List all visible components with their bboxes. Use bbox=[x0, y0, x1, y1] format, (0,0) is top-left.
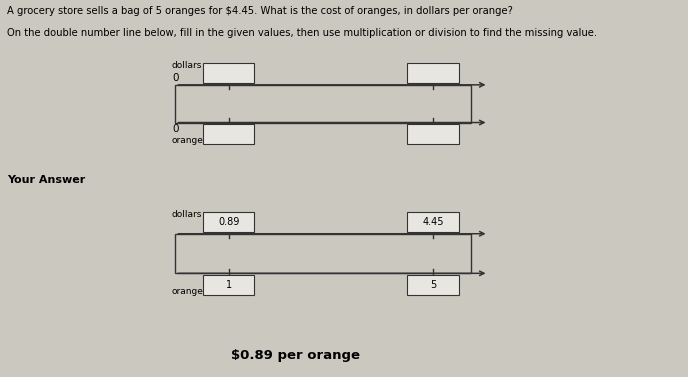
Text: 0.89: 0.89 bbox=[218, 217, 239, 227]
Text: 4.45: 4.45 bbox=[422, 217, 444, 227]
Bar bbox=[203, 124, 255, 144]
Text: dollars: dollars bbox=[172, 61, 202, 70]
Text: 0: 0 bbox=[172, 73, 179, 83]
Text: $0.89 per orange: $0.89 per orange bbox=[231, 349, 361, 362]
Text: oranges: oranges bbox=[172, 136, 208, 145]
Text: 1: 1 bbox=[226, 280, 232, 290]
Bar bbox=[203, 275, 255, 295]
Text: oranges: oranges bbox=[172, 287, 208, 296]
Bar bbox=[407, 124, 459, 144]
Text: 0: 0 bbox=[172, 124, 179, 135]
Bar bbox=[407, 63, 459, 83]
Bar bbox=[407, 212, 459, 232]
Bar bbox=[203, 212, 255, 232]
Text: dollars: dollars bbox=[172, 210, 202, 219]
Bar bbox=[175, 234, 471, 273]
Text: On the double number line below, fill in the given values, then use multiplicati: On the double number line below, fill in… bbox=[7, 28, 597, 38]
Text: Your Answer: Your Answer bbox=[7, 175, 85, 185]
Text: A grocery store sells a bag of 5 oranges for $4.45. What is the cost of oranges,: A grocery store sells a bag of 5 oranges… bbox=[7, 6, 513, 16]
Text: 5: 5 bbox=[430, 280, 436, 290]
Bar bbox=[175, 85, 471, 123]
Bar bbox=[203, 63, 255, 83]
Bar bbox=[407, 275, 459, 295]
